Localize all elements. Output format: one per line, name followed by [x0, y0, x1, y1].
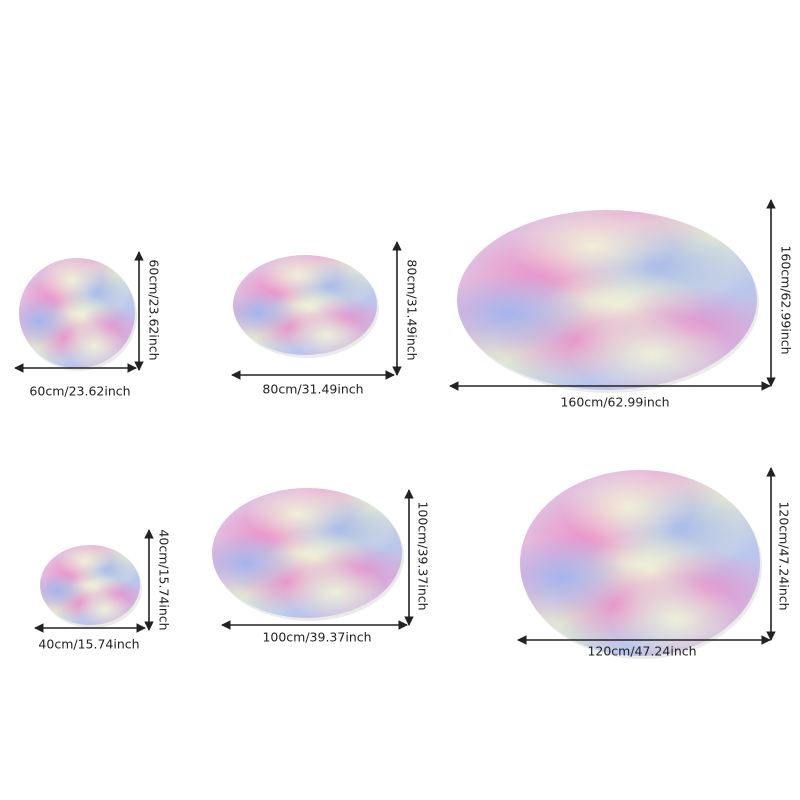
height-label: 80cm/31.49inch — [405, 259, 420, 360]
rug-blob — [233, 290, 298, 335]
rug-blob — [212, 533, 298, 592]
height-label: 40cm/15.74inch — [157, 529, 172, 630]
rug-blob — [258, 255, 338, 298]
rug — [457, 210, 759, 393]
rug — [40, 545, 142, 628]
rug-fabric — [212, 488, 402, 618]
rug-blob — [509, 210, 675, 287]
rug-fabric — [40, 545, 140, 625]
height-label: 120cm/47.24inch — [777, 501, 792, 610]
height-label: 60cm/23.62inch — [147, 259, 162, 360]
rug — [212, 488, 404, 621]
rug-blob — [457, 273, 592, 354]
rug-fabric — [19, 258, 135, 368]
width-label: 60cm/23.62inch — [29, 384, 130, 399]
rug-blob — [245, 488, 350, 544]
width-label: 40cm/15.74inch — [38, 637, 139, 652]
rug — [520, 470, 762, 659]
rug-blob — [19, 296, 72, 346]
width-label: 160cm/62.99inch — [560, 395, 669, 410]
rug-fabric — [233, 255, 377, 355]
rug-fabric — [520, 470, 760, 656]
height-label: 100cm/39.37inch — [416, 501, 431, 610]
rug-blob — [520, 535, 628, 619]
rug-blob — [39, 258, 104, 305]
rug-blob — [562, 470, 694, 550]
width-label: 80cm/31.49inch — [262, 382, 363, 397]
rug-blob — [40, 573, 85, 609]
width-label: 120cm/47.24inch — [587, 644, 696, 659]
rug — [19, 258, 137, 371]
width-label: 100cm/39.37inch — [262, 630, 371, 645]
rug-blob — [57, 545, 113, 579]
rug — [233, 255, 379, 358]
height-label: 160cm/62.99inch — [779, 245, 794, 354]
